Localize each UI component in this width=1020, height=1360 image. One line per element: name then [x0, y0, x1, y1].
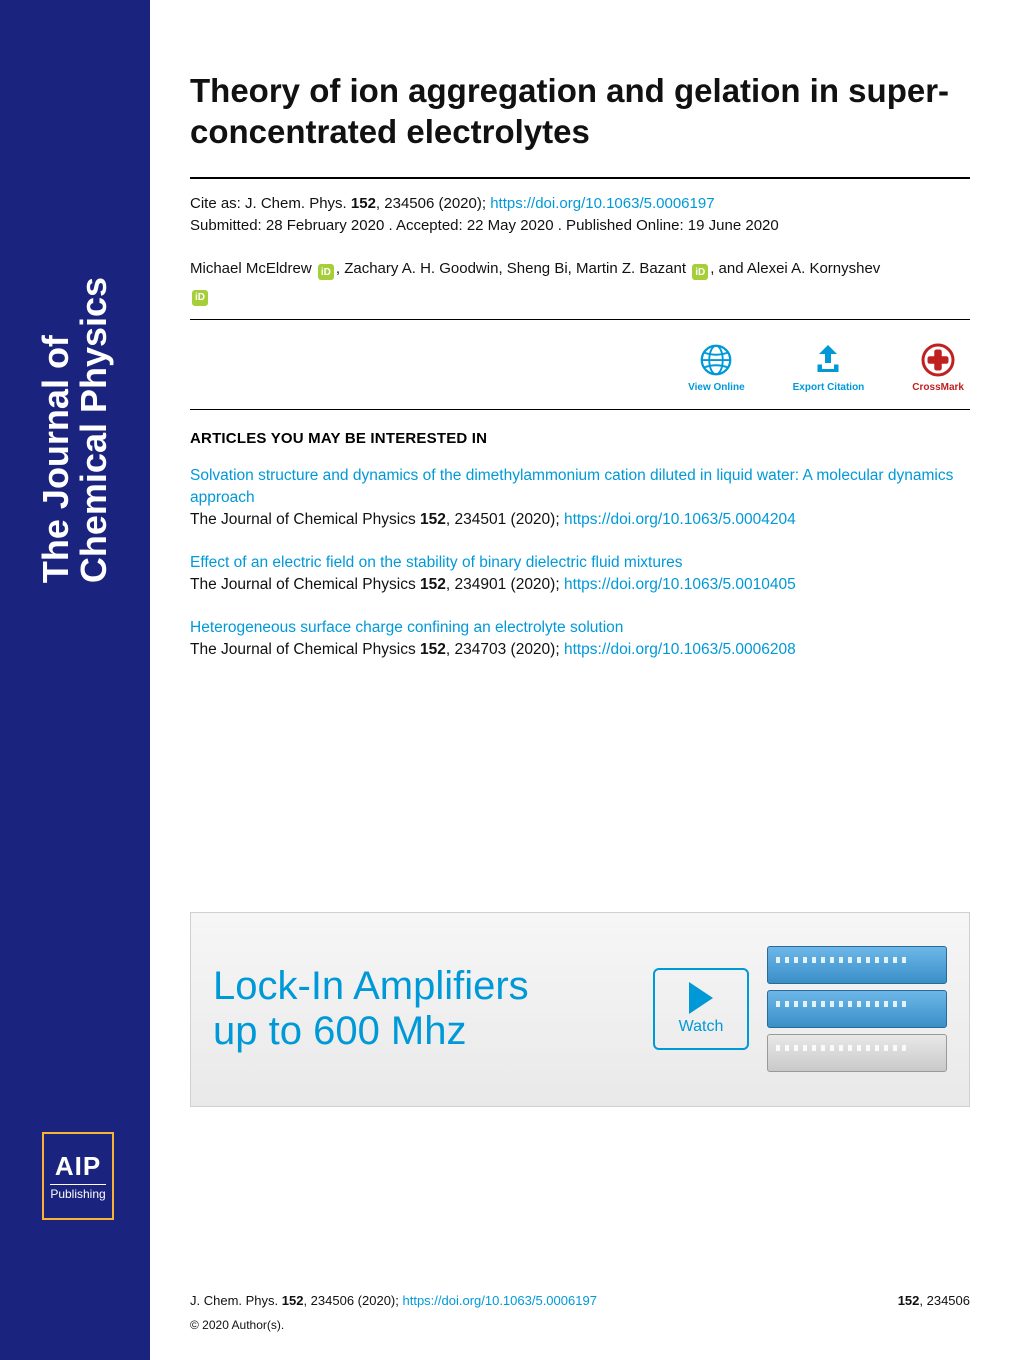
journal-sidebar: The Journal of Chemical Physics AIP Publ…: [0, 0, 150, 1360]
copyright-notice: © 2020 Author(s).: [190, 1318, 970, 1332]
related-meta: The Journal of Chemical Physics 152, 234…: [190, 574, 970, 596]
citation-line: Cite as: J. Chem. Phys. 152, 234506 (202…: [190, 193, 970, 216]
view-online-label: View Online: [688, 382, 745, 393]
ad-text: Lock-In Amplifiers up to 600 Mhz: [213, 964, 635, 1054]
author-list: Michael McEldrew iD, Zachary A. H. Goodw…: [190, 256, 970, 307]
footer-page-ref: 152, 234506: [898, 1293, 970, 1308]
journal-title-line2: Chemical Physics: [73, 277, 114, 583]
divider: [190, 409, 970, 410]
related-doi-link[interactable]: https://doi.org/10.1063/5.0004204: [564, 511, 796, 528]
globe-icon: [698, 342, 734, 378]
watch-label: Watch: [679, 1018, 724, 1036]
divider: [190, 319, 970, 320]
related-heading: ARTICLES YOU MAY BE INTERESTED IN: [190, 430, 970, 447]
journal-title: The Journal of Chemical Physics: [37, 277, 113, 583]
author-segment: , and Alexei A. Kornyshev: [710, 260, 880, 277]
footer-citation: J. Chem. Phys. 152, 234506 (2020); https…: [190, 1293, 597, 1308]
export-citation-button[interactable]: Export Citation: [793, 342, 865, 393]
advertisement-banner[interactable]: Lock-In Amplifiers up to 600 Mhz Watch: [190, 912, 970, 1107]
view-online-button[interactable]: View Online: [688, 342, 745, 393]
related-meta: The Journal of Chemical Physics 152, 234…: [190, 639, 970, 661]
related-title[interactable]: Effect of an electric field on the stabi…: [190, 552, 970, 574]
footer-doi-link[interactable]: https://doi.org/10.1063/5.0006197: [402, 1293, 596, 1308]
author-segment: , Zachary A. H. Goodwin, Sheng Bi, Marti…: [336, 260, 690, 277]
related-article: Effect of an electric field on the stabi…: [190, 552, 970, 597]
related-title[interactable]: Solvation structure and dynamics of the …: [190, 465, 970, 510]
orcid-icon[interactable]: iD: [318, 264, 334, 280]
article-title: Theory of ion aggregation and gelation i…: [190, 70, 970, 153]
related-meta: The Journal of Chemical Physics 152, 234…: [190, 509, 970, 531]
article-actions: View Online Export Citation CrossMark: [190, 334, 970, 397]
publisher-logo-bottom: Publishing: [50, 1184, 105, 1201]
crossmark-button[interactable]: CrossMark: [912, 342, 964, 393]
export-icon: [810, 342, 846, 378]
main-content: Theory of ion aggregation and gelation i…: [150, 0, 1020, 1360]
related-doi-link[interactable]: https://doi.org/10.1063/5.0006208: [564, 641, 796, 658]
related-doi-link[interactable]: https://doi.org/10.1063/5.0010405: [564, 576, 796, 593]
related-article: Heterogeneous surface charge confining a…: [190, 617, 970, 662]
crossmark-label: CrossMark: [912, 382, 964, 393]
cite-rest: , 234506 (2020);: [376, 195, 490, 212]
publication-dates: Submitted: 28 February 2020 . Accepted: …: [190, 215, 970, 238]
play-icon: [689, 982, 713, 1014]
watch-button[interactable]: Watch: [653, 968, 749, 1050]
author-segment: Michael McEldrew: [190, 260, 316, 277]
instrument-image: [767, 934, 947, 1084]
publisher-logo-top: AIP: [55, 1151, 101, 1182]
related-title[interactable]: Heterogeneous surface charge confining a…: [190, 617, 970, 639]
orcid-icon[interactable]: iD: [192, 290, 208, 306]
crossmark-icon: [920, 342, 956, 378]
page-footer: J. Chem. Phys. 152, 234506 (2020); https…: [190, 1293, 970, 1332]
related-article: Solvation structure and dynamics of the …: [190, 465, 970, 532]
doi-link[interactable]: https://doi.org/10.1063/5.0006197: [490, 195, 714, 212]
divider: [190, 177, 970, 179]
export-citation-label: Export Citation: [793, 382, 865, 393]
journal-title-line1: The Journal of: [35, 335, 76, 583]
orcid-icon[interactable]: iD: [692, 264, 708, 280]
cite-volume: 152: [351, 195, 376, 212]
publisher-logo: AIP Publishing: [42, 1132, 114, 1220]
cite-prefix: Cite as: J. Chem. Phys.: [190, 195, 351, 212]
